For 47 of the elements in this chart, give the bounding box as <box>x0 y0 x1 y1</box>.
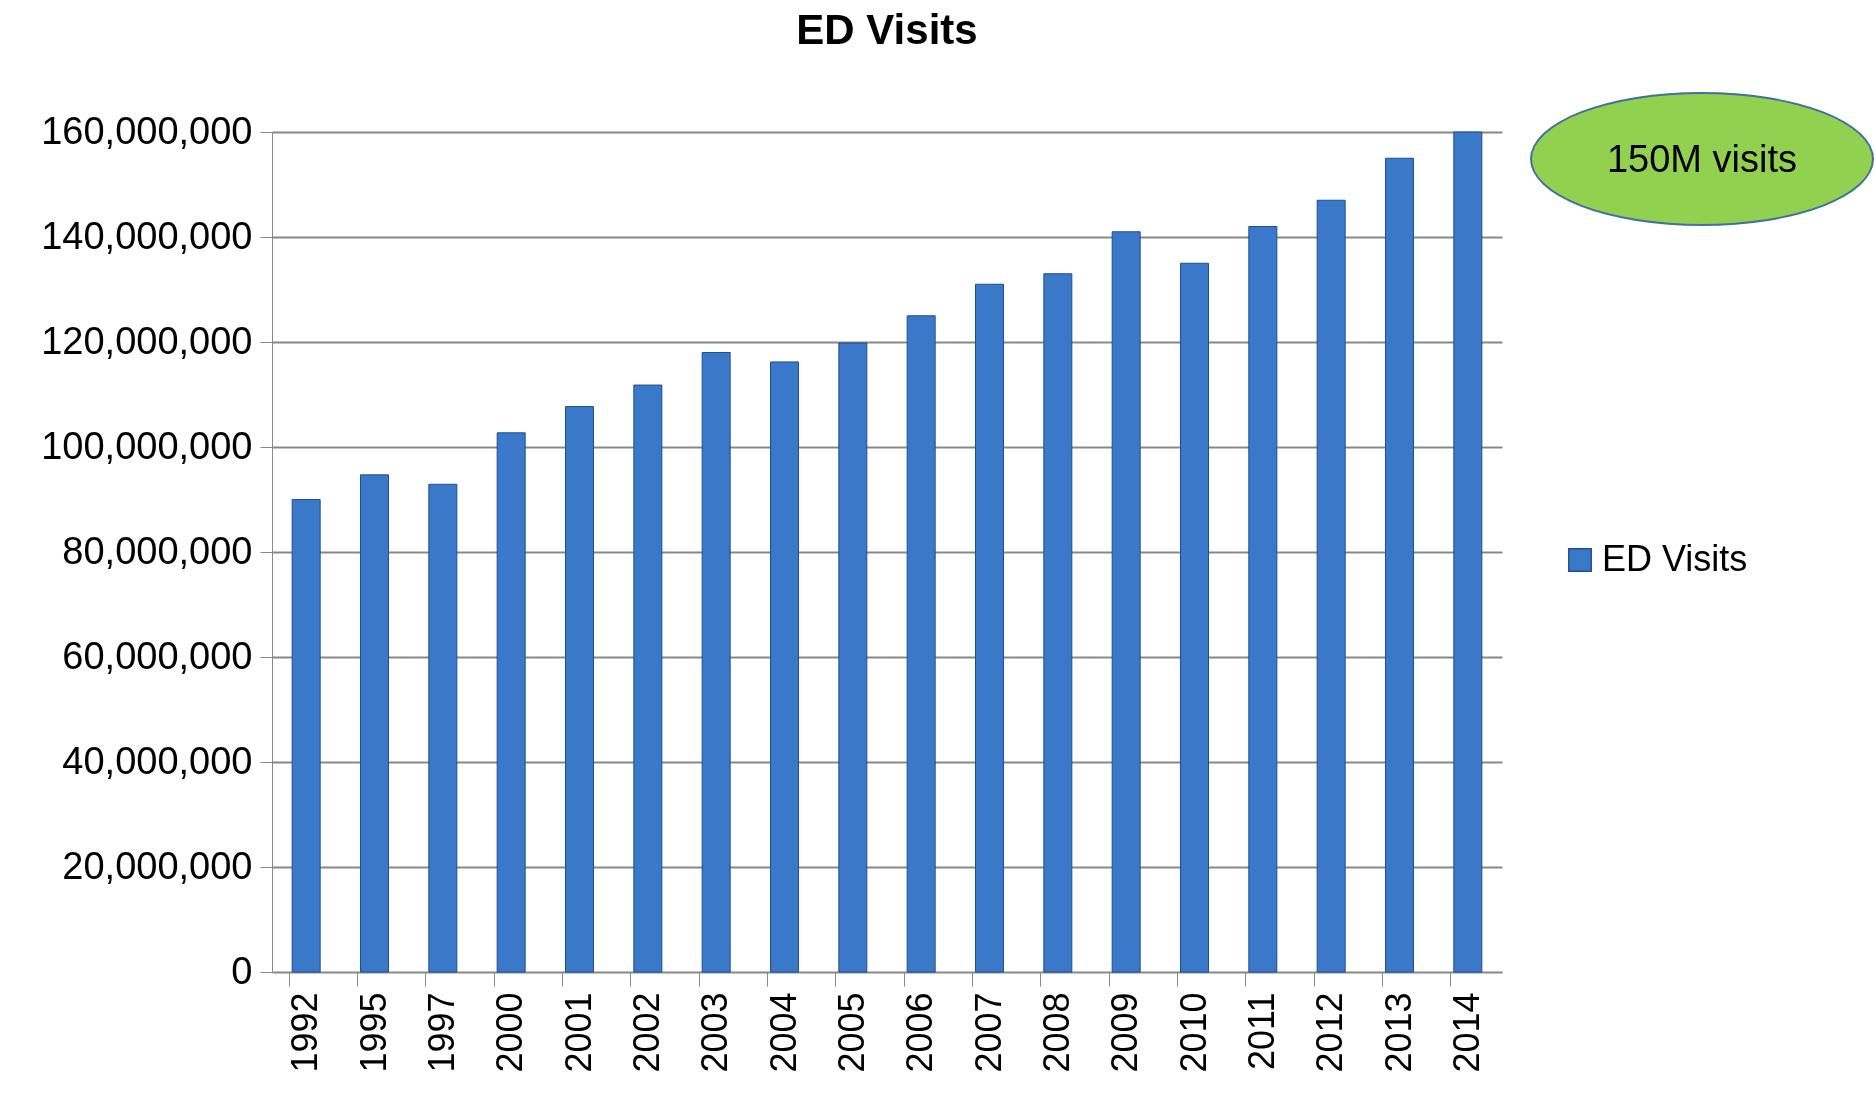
x-tick-label: 2012 <box>1309 992 1351 1073</box>
x-tick-label: 2000 <box>489 992 531 1073</box>
bar <box>1180 262 1209 973</box>
x-tick-label: 1997 <box>420 992 462 1073</box>
x-tick-label: 2001 <box>557 992 599 1073</box>
bar <box>565 406 594 973</box>
bar <box>633 384 663 973</box>
y-tick-label: 140,000,000 <box>41 214 253 257</box>
bar <box>770 361 799 973</box>
x-tick-label: 2013 <box>1377 992 1419 1073</box>
y-tick-label: 60,000,000 <box>62 634 253 677</box>
chart-title: ED Visits <box>796 6 978 53</box>
x-tick-label: 2007 <box>967 992 1009 1073</box>
bar <box>1111 231 1141 973</box>
x-tick-label: 2011 <box>1240 992 1282 1070</box>
x-tick-label: 2004 <box>762 992 804 1073</box>
x-tick-label: 2009 <box>1104 992 1146 1073</box>
x-tick-label: 1995 <box>352 992 394 1073</box>
bar <box>360 474 389 973</box>
x-tick-label: 2003 <box>694 992 736 1073</box>
bar <box>496 432 526 973</box>
y-tick-label: 80,000,000 <box>62 529 253 572</box>
y-tick-label: 40,000,000 <box>62 739 253 782</box>
legend-label: ED Visits <box>1602 538 1748 579</box>
bar <box>701 352 731 973</box>
y-tick-label: 160,000,000 <box>41 109 253 152</box>
x-tick-label: 2014 <box>1445 992 1487 1073</box>
bar <box>975 283 1004 973</box>
bar <box>1385 157 1414 973</box>
x-tick-label: 2002 <box>625 992 667 1073</box>
bar <box>1316 199 1346 973</box>
bar <box>291 499 321 973</box>
y-tick-label: 100,000,000 <box>41 424 253 467</box>
y-tick-label: 20,000,000 <box>62 844 253 887</box>
x-tick-label: 2006 <box>899 992 941 1073</box>
bar <box>906 315 936 973</box>
y-tick-label: 120,000,000 <box>41 319 253 362</box>
bar <box>1453 131 1483 973</box>
x-tick-label: 2008 <box>1035 992 1077 1073</box>
bar <box>428 483 458 973</box>
bar <box>1043 273 1073 973</box>
x-tick-label: 1992 <box>284 992 326 1073</box>
bar <box>838 342 868 973</box>
x-tick-label: 2010 <box>1172 992 1214 1073</box>
y-tick-label: 0 <box>231 949 253 992</box>
x-tick-label: 2005 <box>830 992 872 1073</box>
bar <box>1248 226 1278 973</box>
